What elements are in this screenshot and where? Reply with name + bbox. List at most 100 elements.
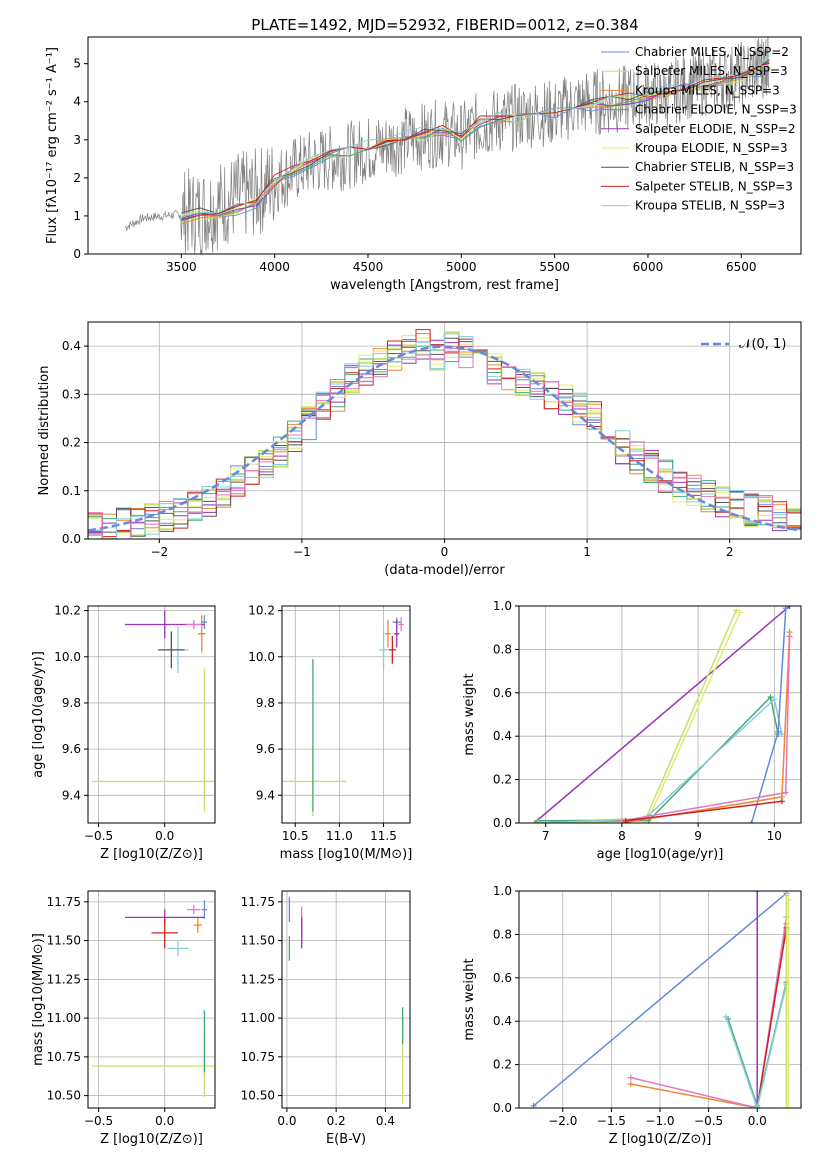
y-tick-label: 10.75 [47,1050,81,1064]
chart-residuals: 𝒩(0, 1) −2 −1 0 1 2 0.0 0.1 0.2 0.3 0.4 (data-model… [37,321,802,578]
weight-marker [785,896,792,903]
y-tick-label: 1 [73,209,81,223]
y-axis-label: age [log10(age/yr)] [31,651,46,778]
errorbar-point [388,636,396,664]
weight-marker [782,789,789,796]
weight-marker [786,633,793,640]
x-axis-label: mass [log10(M/M⊙)] [280,847,413,862]
errorbar-point [197,615,206,653]
y-tick-label: 0.2 [62,436,81,450]
plot-area [530,891,792,1108]
x-tick-label: 11.0 [326,829,353,843]
plot-area [91,610,215,812]
errorbar-point [187,904,201,915]
plot-area [282,617,404,817]
y-tick-label: 3 [73,133,81,147]
weight-marker [786,606,793,609]
weight-marker [783,1105,790,1108]
y-tick-label: 10.2 [248,604,275,618]
errorbar-point [201,615,208,630]
x-tick-label: 10 [767,829,782,843]
legend-label: Kroupa STELIB, N_SSP=3 [635,199,785,213]
x-tick-label: −0.5 [694,1114,723,1128]
y-tick-label: 0.2 [493,773,512,787]
weight-marker [531,820,538,823]
x-tick-label: 4000 [259,260,290,274]
x-tick-label: 9 [694,829,702,843]
chart-mass-weight-vs-age: 7 8 9 10 0.0 0.2 0.4 0.6 0.8 1.0 age [log10(age/yr… [462,599,802,862]
chart-mass-vs-Z: −0.5 0.0 10.50 10.75 11.00 11.25 11.50 11.75 Z [… [31,890,216,1147]
model-spectrum-line [181,55,770,218]
x-tick-label: 0.2 [327,1114,346,1128]
axes-frame [281,890,411,1109]
axes-frame [87,605,216,824]
y-tick-label: 10.0 [248,650,275,664]
y-tick-label: 0.0 [62,532,81,546]
x-tick-label: 1 [583,545,591,559]
y-tick-label: 9.4 [62,788,81,802]
legend-label: Chabrier MILES, N_SSP=2 [635,45,789,59]
y-tick-label: 1.0 [493,884,512,898]
y-tick-label: 9.8 [62,696,81,710]
histogram-step [88,333,801,539]
legend-label: Salpeter ELODIE, N_SSP=2 [635,122,796,136]
x-tick-label: 3500 [166,260,197,274]
y-tick-label: 11.50 [47,934,81,948]
weight-marker [627,1081,634,1088]
chart-spectrum: Chabrier MILES, N_SSP=2 Salpeter MILES, N… [45,36,802,293]
weight-marker [754,891,761,894]
axes-frame [87,890,216,1109]
x-tick-label: −1 [293,545,311,559]
weight-line [538,697,783,823]
x-tick-label: −1.5 [597,1114,626,1128]
x-axis-label: E(B-V) [326,1132,366,1147]
x-tick-label: 5500 [539,260,570,274]
weight-line [725,984,788,1108]
weight-line [756,927,788,1108]
chart-age-vs-Z: −0.5 0.0 9.4 9.6 9.8 10.0 10.2 Z [log10(Z/Z⊙)] a… [31,604,216,862]
weight-line [630,916,788,1108]
y-tick-label: 0.4 [493,1014,512,1028]
y-tick-label: 10.50 [47,1089,81,1103]
x-tick-label: −2.0 [548,1114,577,1128]
y-tick-label: 1.0 [493,599,512,613]
y-tick-label: 0.8 [493,642,512,656]
weight-marker [767,694,774,701]
weight-marker [778,798,785,805]
y-tick-label: 11.00 [47,1011,81,1025]
gaussian-curve [88,345,801,532]
weight-marker [754,1105,761,1108]
data-spectrum-line [125,37,770,254]
x-axis-label: wavelength [Angstrom, rest frame] [330,278,559,293]
x-tick-label: 4500 [353,260,384,274]
x-axis-label: Z [log10(Z/Z⊙)] [100,847,203,862]
weight-line [533,892,787,1107]
x-tick-label: 6500 [726,260,757,274]
plot-area [91,900,215,1098]
weight-marker [737,609,744,616]
legend: 𝒩(0, 1) [701,337,786,352]
x-tick-label: 0.0 [155,829,174,843]
weight-marker [733,607,740,614]
x-tick-label: 0 [441,545,449,559]
y-tick-label: 2 [73,171,81,185]
x-tick-label: −1.0 [645,1114,674,1128]
legend-label: Chabrier STELIB, N_SSP=3 [635,160,794,174]
weight-marker [778,731,785,738]
errorbar-point [398,617,404,632]
y-tick-label: 10.0 [54,650,81,664]
weight-marker [535,820,542,823]
y-tick-label: 11.25 [241,972,275,986]
weight-line [625,800,782,822]
y-tick-label: 11.50 [241,934,275,948]
model-spectrum-line [181,65,770,217]
y-tick-label: 0.3 [62,387,81,401]
legend-label: Salpeter STELIB, N_SSP=3 [635,179,793,193]
weight-marker [775,728,782,735]
y-tick-label: 4 [73,95,81,109]
x-tick-label: 0.0 [748,1114,767,1128]
x-tick-label: 2 [726,545,734,559]
weight-line [534,610,737,823]
errorbar-point [167,940,189,957]
x-tick-label: 0.0 [155,1114,174,1128]
